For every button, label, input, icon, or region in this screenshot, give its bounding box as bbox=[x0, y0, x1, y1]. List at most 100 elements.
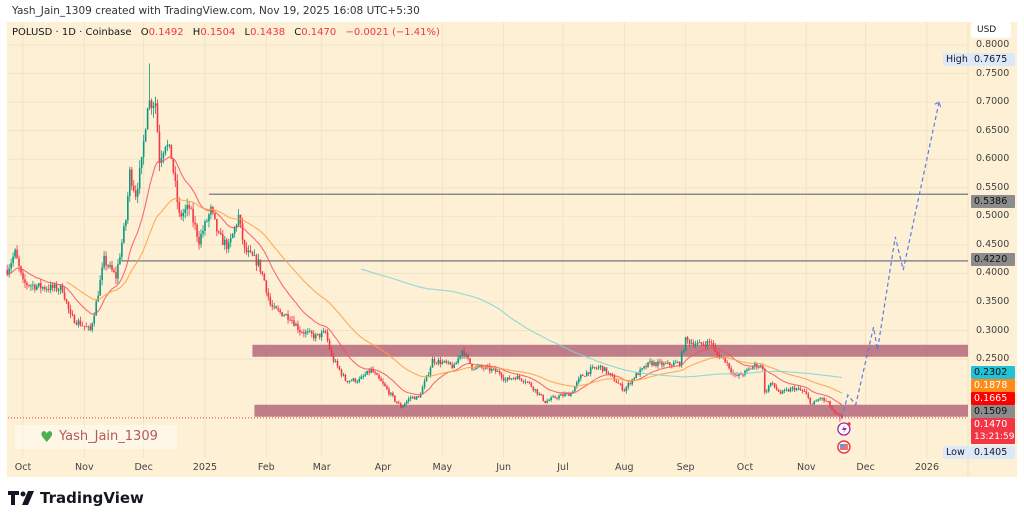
candle-body bbox=[247, 250, 250, 253]
candle-body bbox=[12, 256, 14, 264]
candle-body bbox=[75, 323, 78, 325]
tradingview-logo[interactable]: TradingView bbox=[8, 489, 144, 507]
candle-body bbox=[465, 354, 467, 357]
candle-body bbox=[655, 362, 657, 366]
candle-body bbox=[8, 268, 10, 275]
candle-body bbox=[726, 362, 728, 364]
candle-body bbox=[101, 267, 103, 281]
candle-body bbox=[146, 108, 149, 130]
lightning-event-icon bbox=[837, 422, 851, 436]
chart-area[interactable] bbox=[7, 22, 1017, 477]
candle-body bbox=[267, 292, 270, 297]
projection-path bbox=[841, 103, 940, 419]
candle-body bbox=[184, 209, 186, 213]
candle-body bbox=[811, 403, 814, 405]
candle-body bbox=[130, 169, 133, 186]
candle-body bbox=[710, 342, 713, 344]
candle-body bbox=[522, 380, 525, 382]
candle-body bbox=[692, 342, 695, 346]
candle-body bbox=[398, 402, 400, 404]
candle-body bbox=[59, 285, 62, 290]
candle-body bbox=[639, 369, 641, 376]
candle-body bbox=[538, 393, 541, 395]
candle-body bbox=[754, 363, 756, 367]
candle-body bbox=[477, 366, 479, 368]
candle-body bbox=[411, 396, 414, 398]
candle-body bbox=[807, 394, 810, 398]
candle-body bbox=[156, 103, 159, 133]
candle-body bbox=[542, 395, 545, 401]
candle-body bbox=[686, 337, 689, 340]
candle-body bbox=[512, 378, 515, 379]
candle-body bbox=[30, 285, 32, 287]
candle-body bbox=[439, 360, 442, 365]
candle-body bbox=[176, 180, 179, 203]
candle-body bbox=[103, 255, 105, 268]
candle-body bbox=[821, 397, 823, 399]
notification-dot bbox=[847, 422, 851, 426]
candle-body bbox=[87, 326, 90, 328]
candle-body bbox=[401, 405, 404, 408]
time-tick-label: Sep bbox=[677, 462, 695, 473]
candle-body bbox=[562, 394, 564, 396]
symbol-info[interactable]: POLUSD · 1D · Coinbase bbox=[12, 27, 132, 38]
candle-body bbox=[787, 389, 790, 392]
candle-body bbox=[568, 393, 570, 396]
candle-body bbox=[463, 350, 465, 357]
candle-body bbox=[704, 344, 707, 347]
price-tick-label: 0.5000 bbox=[976, 210, 1010, 222]
candle-body bbox=[113, 270, 115, 273]
candle-body bbox=[182, 212, 185, 217]
candle-body bbox=[275, 306, 277, 309]
open-value: 0.1492 bbox=[148, 27, 184, 38]
candle-body bbox=[579, 375, 582, 379]
high-value: 0.1504 bbox=[200, 27, 236, 38]
candle-body bbox=[174, 172, 177, 181]
chart-credit: Yash_Jain_1309 created with TradingView.… bbox=[12, 5, 420, 17]
candle-body bbox=[305, 331, 307, 334]
candle-body bbox=[540, 393, 543, 396]
candle-body bbox=[761, 365, 764, 370]
candle-body bbox=[502, 377, 505, 381]
candle-body bbox=[736, 374, 738, 376]
candle-body bbox=[595, 368, 598, 369]
candle-body bbox=[775, 387, 778, 390]
candle-body bbox=[425, 375, 428, 382]
candle-body bbox=[684, 337, 687, 351]
candle-body bbox=[815, 400, 817, 402]
candle-body bbox=[631, 379, 634, 385]
candle-body bbox=[36, 286, 38, 290]
candle-body bbox=[10, 263, 12, 269]
candle-body bbox=[320, 332, 323, 338]
candle-body bbox=[328, 340, 331, 350]
candle-body bbox=[524, 381, 527, 383]
candle-body bbox=[194, 222, 196, 225]
candle-body bbox=[148, 100, 151, 109]
close-value: 0.1470 bbox=[301, 27, 337, 38]
candle-body bbox=[447, 361, 450, 363]
candle-body bbox=[750, 368, 752, 370]
candle-body bbox=[405, 401, 408, 404]
candle-body bbox=[558, 395, 560, 399]
candle-body bbox=[235, 225, 238, 228]
candle-body bbox=[303, 332, 305, 334]
bar-countdown: 13:21:59 bbox=[974, 432, 1015, 442]
candle-body bbox=[445, 360, 448, 363]
candle-body bbox=[38, 283, 40, 287]
candle-body bbox=[546, 400, 548, 404]
candle-body bbox=[813, 401, 815, 405]
candle-body bbox=[508, 377, 511, 380]
candle-body bbox=[514, 378, 517, 380]
low-value: 0.1438 bbox=[250, 27, 286, 38]
candle-body bbox=[795, 388, 798, 391]
candle-body bbox=[233, 227, 236, 234]
candle-body bbox=[221, 234, 224, 245]
candle-body bbox=[435, 362, 438, 364]
currency-button[interactable]: USD bbox=[971, 22, 1011, 38]
candle-body bbox=[500, 373, 503, 378]
candle-body bbox=[696, 342, 699, 345]
candle-body bbox=[386, 386, 388, 390]
time-tick-label: Dec bbox=[134, 462, 152, 473]
candle-body bbox=[730, 368, 732, 373]
